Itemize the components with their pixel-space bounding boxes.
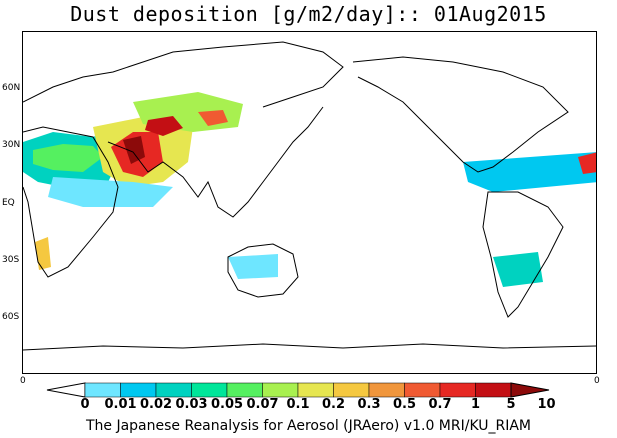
coast-south-america	[482, 191, 564, 318]
legend-tick-label: 1	[470, 397, 481, 412]
right-edge-label: 0	[594, 376, 600, 386]
world-map	[23, 41, 596, 351]
legend-color-box	[404, 382, 441, 398]
legend-color-box	[84, 382, 121, 398]
legend-tick-label: 0.2	[321, 397, 346, 412]
left-edge-label: 0	[20, 376, 26, 386]
legend-tick-label: 0.05	[210, 397, 244, 412]
legend-tick-label: 5	[506, 397, 516, 412]
coast-asia	[107, 106, 324, 218]
dust-region-indian-ocean	[48, 177, 173, 207]
legend-color-box	[368, 382, 405, 398]
latitude-label: 30N	[2, 140, 21, 151]
legend-tick-label: 0.07	[246, 397, 279, 412]
legend-color-box	[262, 382, 299, 398]
dust-plumes	[23, 92, 596, 287]
legend-color-box	[120, 382, 157, 398]
coastlines	[23, 41, 596, 351]
legend-color-box	[475, 382, 512, 398]
coast-north-america	[352, 56, 569, 173]
dust-region-arabia-peak	[123, 136, 145, 164]
legend-color-box	[226, 382, 263, 398]
legend-tick-label: 0.01	[104, 397, 137, 412]
legend-color-box	[333, 382, 370, 398]
dust-region-australia	[228, 254, 278, 279]
dust-region-caribbean	[463, 152, 596, 192]
legend-tick-label: 0.7	[428, 397, 452, 412]
coast-africa	[23, 126, 119, 278]
latitude-label: EQ	[2, 197, 15, 208]
legend-tick-label: 0.5	[392, 397, 417, 412]
legend-tick-label: 0.02	[139, 397, 173, 412]
dust-region-gobi	[198, 110, 228, 126]
legend-color-box	[155, 382, 192, 398]
coast-australia	[227, 243, 299, 298]
dust-region-sahara-core	[33, 144, 103, 172]
coast-antarctica	[23, 343, 596, 351]
legend-tick-label: 10	[537, 397, 556, 412]
latitude-label: 60N	[2, 83, 21, 94]
footer-credit: The Japanese Reanalysis for Aerosol (JRA…	[85, 418, 532, 434]
legend-tick-label: 0	[80, 397, 90, 412]
legend-colorbar	[46, 382, 550, 398]
coast-europe	[23, 41, 344, 108]
legend-color-box	[297, 382, 334, 398]
dust-region-taklimakan	[145, 116, 183, 136]
dust-region-south-africa	[35, 237, 51, 270]
legend-arrow-right	[510, 382, 550, 398]
dust-region-patagonia	[493, 252, 543, 287]
legend-color-box	[439, 382, 476, 398]
legend-tick-label: 0.3	[357, 397, 381, 412]
dust-region-west-africa-coast	[578, 152, 596, 174]
legend-color-box	[191, 382, 228, 398]
latitude-label: 30S	[2, 254, 20, 265]
legend-tick-label: 0.03	[175, 397, 208, 412]
figure-title: Dust deposition [g/m2/day]:: 01Aug2015	[70, 2, 547, 26]
latitude-label: 60S	[2, 311, 20, 322]
map-frame	[22, 31, 597, 374]
legend-arrow-left	[46, 382, 86, 398]
legend-tick-label: 0.1	[286, 397, 310, 412]
